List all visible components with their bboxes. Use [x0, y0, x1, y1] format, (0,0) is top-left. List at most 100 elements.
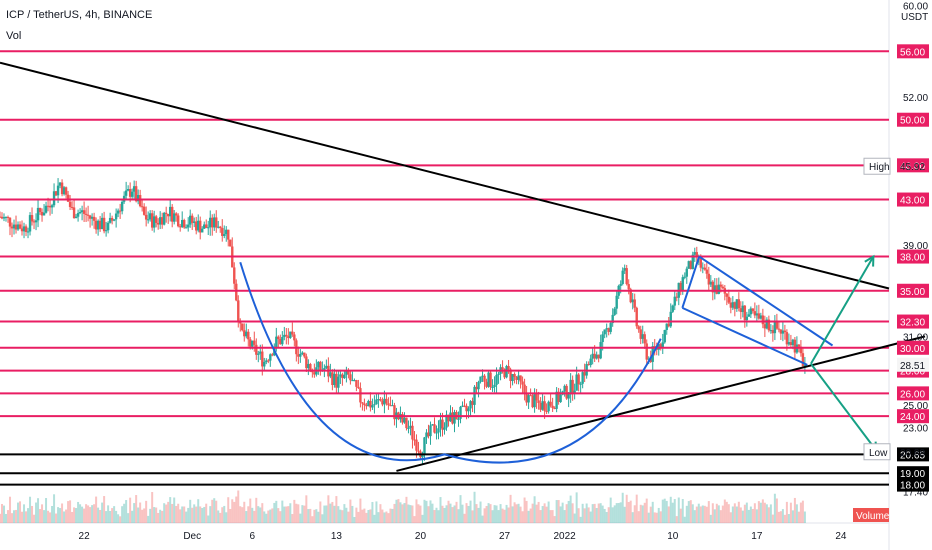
- volume-bar: [229, 508, 232, 523]
- candle-body: [787, 342, 791, 345]
- level-badge: [897, 466, 929, 481]
- candle-body: [185, 227, 188, 229]
- candle-body: [583, 372, 586, 376]
- candle-body: [104, 230, 108, 232]
- candle-body: [349, 374, 352, 381]
- volume-bar: [427, 506, 430, 523]
- volume-bar: [105, 511, 108, 523]
- volume-bar: [485, 505, 488, 523]
- candle-body: [337, 376, 340, 388]
- candle-body: [203, 224, 206, 229]
- level-badge: [897, 386, 929, 401]
- volume-bar: [453, 505, 456, 523]
- candle-body: [513, 374, 516, 377]
- volume-bar: [799, 502, 802, 523]
- volume-bar: [731, 506, 734, 523]
- volume-bar: [739, 507, 742, 523]
- volume-bar: [141, 509, 144, 523]
- volume-bar: [751, 508, 754, 523]
- volume-bar: [441, 505, 444, 523]
- candle-body: [241, 323, 244, 331]
- volume-bar: [241, 507, 244, 523]
- candle-body: [711, 281, 715, 293]
- volume-bar: [93, 504, 96, 523]
- volume-bar: [309, 508, 312, 523]
- volume-bar: [13, 510, 16, 523]
- volume-bar: [101, 502, 104, 523]
- volume-bar: [629, 500, 632, 523]
- candle-body: [509, 369, 512, 382]
- volume-bar: [321, 514, 324, 523]
- volume-bar: [207, 515, 210, 523]
- level-badge: [897, 340, 929, 355]
- candle-body: [375, 399, 378, 405]
- volume-bar: [573, 513, 576, 523]
- candle-body: [575, 374, 578, 391]
- candle-body: [170, 206, 174, 222]
- volume-bar: [121, 506, 124, 523]
- candle-body: [237, 300, 240, 322]
- volume-bar: [589, 511, 592, 523]
- candle-body: [773, 321, 777, 334]
- volume-bar: [583, 508, 586, 523]
- candle-body: [0, 216, 4, 219]
- volume-bar: [45, 498, 48, 523]
- low-marker-value: 20.88: [900, 448, 925, 459]
- volume-bar: [15, 509, 18, 523]
- volume-bar: [337, 506, 340, 523]
- volume-bar: [213, 498, 216, 523]
- volume-bar: [429, 500, 432, 523]
- candle-body: [369, 400, 372, 408]
- descending-trendline: [0, 61, 890, 290]
- volume-bar: [551, 510, 554, 523]
- volume-bar: [433, 510, 436, 523]
- candle-body: [18, 224, 22, 229]
- volume-bar: [359, 498, 362, 523]
- candle-body: [681, 277, 684, 291]
- candle-body: [385, 398, 388, 404]
- candle-body: [791, 339, 795, 345]
- candle-body: [110, 217, 114, 221]
- volume-bar: [797, 511, 800, 523]
- candle-body: [525, 393, 528, 403]
- volume-bar: [25, 511, 28, 523]
- volume-bar: [537, 501, 540, 523]
- candle-body: [365, 405, 368, 407]
- volume-bar: [165, 504, 168, 523]
- candle-body: [227, 229, 230, 240]
- candle-body: [261, 351, 264, 367]
- volume-bar: [717, 505, 720, 523]
- y-tick-label: 23.00: [903, 424, 928, 435]
- candle-body: [669, 311, 672, 327]
- candle-body: [777, 328, 781, 330]
- volume-bar: [623, 506, 626, 523]
- volume-bar: [755, 509, 758, 523]
- candle-body: [717, 284, 721, 294]
- candle-body: [168, 206, 172, 217]
- candle-body: [665, 323, 668, 330]
- volume-bar: [151, 492, 154, 523]
- candle-body: [187, 224, 190, 228]
- candle-body: [132, 186, 136, 192]
- volume-bar: [399, 502, 402, 523]
- candle-body: [447, 414, 450, 422]
- volume-bar: [467, 505, 470, 523]
- candle-body: [649, 358, 652, 362]
- candle-body: [423, 437, 426, 455]
- volume-bar: [357, 511, 360, 523]
- candle-body: [551, 405, 554, 409]
- candle-body: [549, 401, 552, 406]
- candle-body: [48, 205, 52, 208]
- volume-bar: [489, 504, 492, 523]
- volume-bar: [135, 495, 138, 523]
- candle-body: [715, 285, 719, 294]
- volume-bar: [393, 503, 396, 523]
- volume-bar: [347, 511, 350, 523]
- volume-bar: [389, 508, 392, 523]
- volume-bar: [339, 509, 342, 523]
- candle-body: [609, 323, 612, 332]
- volume-bar: [647, 512, 650, 523]
- volume-bar: [127, 513, 130, 523]
- candle-body: [108, 217, 112, 223]
